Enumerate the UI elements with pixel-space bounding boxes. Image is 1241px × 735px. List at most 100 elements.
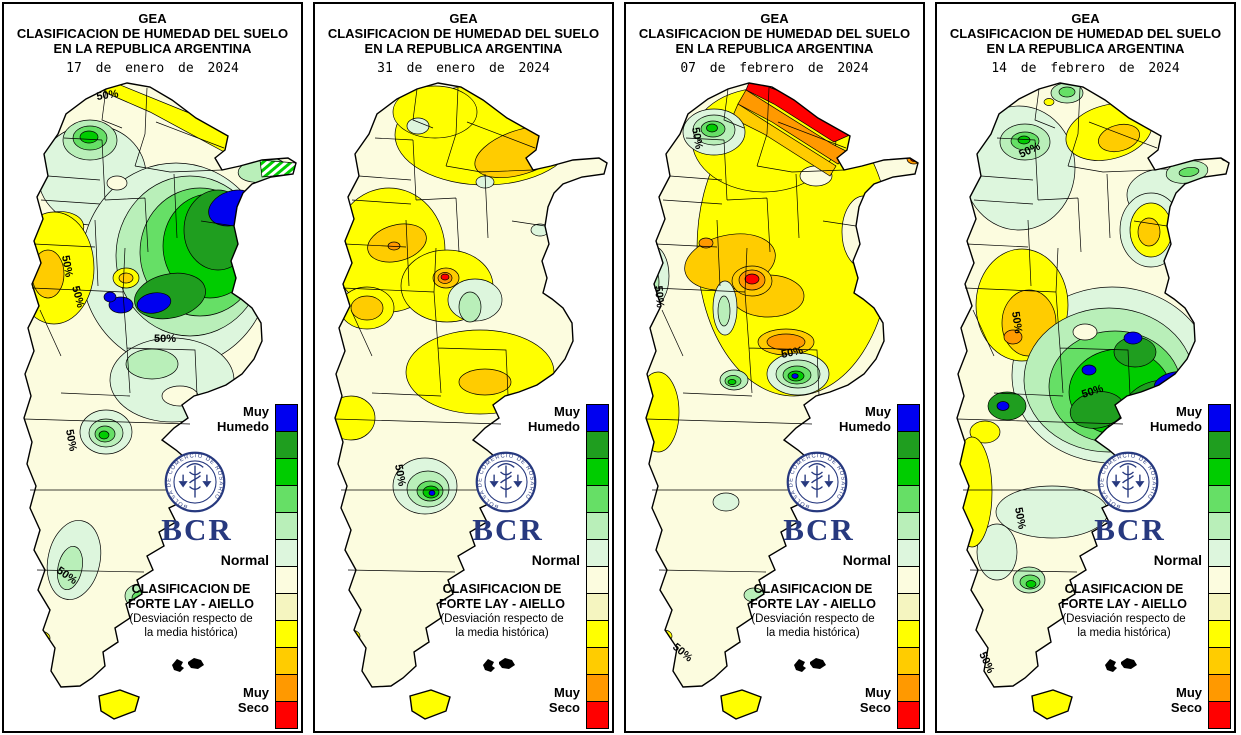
legend-swatch-0 <box>586 404 609 432</box>
title-line-2: EN LA REPUBLICA ARGENTINA <box>364 41 563 56</box>
legend-label-wet: Muy Humedo <box>1150 404 1202 434</box>
panel-title: GEA CLASIFICACION DE HUMEDAD DEL SUELO E… <box>626 4 923 76</box>
panel-title: GEA CLASIFICACION DE HUMEDAD DEL SUELO E… <box>937 4 1234 76</box>
title-line-2: EN LA REPUBLICA ARGENTINA <box>675 41 874 56</box>
legend-swatch-11 <box>897 701 920 729</box>
classification-note: CLASIFICACION DE FORTE LAY - AIELLO (Des… <box>439 582 565 639</box>
legend-swatch-9 <box>1208 647 1231 675</box>
bcr-acronym: BCR <box>472 512 544 547</box>
argentina-contour-map: 50% 50% 50% 50% 50% <box>956 82 1230 720</box>
classification-note: CLASIFICACION DE FORTE LAY - AIELLO (Des… <box>1061 582 1187 639</box>
legend-swatch-10 <box>586 674 609 702</box>
argentina-contour-map: 50% <box>334 82 608 720</box>
contour-label: 50% <box>1009 311 1024 335</box>
map-date: 14 de febrero de 2024 <box>991 61 1180 76</box>
legend-swatch-5 <box>1208 539 1231 567</box>
bcr-seal-logo <box>785 450 849 514</box>
legend-label-normal: Normal <box>1153 552 1202 568</box>
legend-swatch-4 <box>275 512 298 540</box>
legend-swatch-10 <box>897 674 920 702</box>
contour-label: 50% <box>59 254 75 278</box>
contour-label: 50% <box>154 333 176 345</box>
legend-swatch-1 <box>897 431 920 459</box>
panel-title: GEA CLASIFICACION DE HUMEDAD DEL SUELO E… <box>4 4 301 76</box>
legend-label-normal: Normal <box>220 552 269 568</box>
legend-label-normal: Normal <box>842 552 891 568</box>
contour-label: 50% <box>780 345 804 361</box>
argentina-contour-map: 50% 50% 50% 50% 50% 50% <box>23 82 297 720</box>
legend-swatch-7 <box>1208 593 1231 621</box>
legend-swatch-6 <box>586 566 609 594</box>
legend-swatch-1 <box>275 431 298 459</box>
bcr-acronym: BCR <box>783 512 855 547</box>
org-label: GEA <box>1071 11 1100 26</box>
bcr-seal-logo <box>1096 450 1160 514</box>
legend-label-dry: Muy Seco <box>1170 685 1202 715</box>
legend-swatch-6 <box>275 566 298 594</box>
bcr-acronym: BCR <box>161 512 233 547</box>
malvinas-islands-icon <box>790 654 834 674</box>
bcr-seal-logo <box>163 450 227 514</box>
panel-2024-01-31: GEA CLASIFICACION DE HUMEDAD DEL SUELO E… <box>313 2 614 733</box>
legend-swatch-10 <box>1208 674 1231 702</box>
legend-swatch-4 <box>897 512 920 540</box>
legend-swatch-9 <box>275 647 298 675</box>
legend-label-wet: Muy Humedo <box>217 404 269 434</box>
legend-label-dry: Muy Seco <box>859 685 891 715</box>
moisture-color-scale <box>275 404 298 729</box>
legend-swatch-11 <box>586 701 609 729</box>
legend-swatch-9 <box>586 647 609 675</box>
legend-swatch-0 <box>275 404 298 432</box>
title-line-2: EN LA REPUBLICA ARGENTINA <box>53 41 252 56</box>
legend-label-wet: Muy Humedo <box>839 404 891 434</box>
legend-swatch-0 <box>897 404 920 432</box>
legend-swatch-5 <box>897 539 920 567</box>
title-line-2: EN LA REPUBLICA ARGENTINA <box>986 41 1185 56</box>
legend-label-wet: Muy Humedo <box>528 404 580 434</box>
argentina-contour-map: 50% 50% 50% 50% <box>645 82 919 720</box>
legend-swatch-4 <box>586 512 609 540</box>
moisture-color-scale <box>586 404 609 729</box>
classification-note: CLASIFICACION DE FORTE LAY - AIELLO (Des… <box>128 582 254 639</box>
panel-2024-01-17: GEA CLASIFICACION DE HUMEDAD DEL SUELO E… <box>2 2 303 733</box>
panel-2024-02-14: GEA CLASIFICACION DE HUMEDAD DEL SUELO E… <box>935 2 1236 733</box>
legend-swatch-8 <box>275 620 298 648</box>
org-label: GEA <box>449 11 478 26</box>
title-line-1: CLASIFICACION DE HUMEDAD DEL SUELO <box>949 26 1222 41</box>
contour-label: 50% <box>96 88 120 103</box>
contour-label: 50% <box>1012 506 1028 530</box>
legend-swatch-3 <box>586 485 609 513</box>
contour-label: 50% <box>392 463 408 487</box>
title-line-1: CLASIFICACION DE HUMEDAD DEL SUELO <box>327 26 600 41</box>
legend-swatch-2 <box>586 458 609 486</box>
legend-swatch-11 <box>275 701 298 729</box>
legend-swatch-10 <box>275 674 298 702</box>
legend-swatch-2 <box>897 458 920 486</box>
legend-swatch-7 <box>275 593 298 621</box>
contour-label: 50% <box>689 126 705 150</box>
panel-title: GEA CLASIFICACION DE HUMEDAD DEL SUELO E… <box>315 4 612 76</box>
org-label: GEA <box>138 11 167 26</box>
legend-swatch-9 <box>897 647 920 675</box>
title-line-1: CLASIFICACION DE HUMEDAD DEL SUELO <box>16 26 289 41</box>
map-date: 31 de enero de 2024 <box>377 61 550 76</box>
legend-label-dry: Muy Seco <box>548 685 580 715</box>
legend-swatch-6 <box>1208 566 1231 594</box>
legend-swatch-8 <box>897 620 920 648</box>
legend-swatch-6 <box>897 566 920 594</box>
malvinas-islands-icon <box>1101 654 1145 674</box>
legend-swatch-7 <box>586 593 609 621</box>
legend-label-normal: Normal <box>531 552 580 568</box>
legend-swatch-0 <box>1208 404 1231 432</box>
moisture-color-scale <box>897 404 920 729</box>
legend-swatch-11 <box>1208 701 1231 729</box>
legend-swatch-2 <box>275 458 298 486</box>
legend-swatch-5 <box>275 539 298 567</box>
legend-swatch-3 <box>1208 485 1231 513</box>
panel-2024-02-07: GEA CLASIFICACION DE HUMEDAD DEL SUELO E… <box>624 2 925 733</box>
map-date: 07 de febrero de 2024 <box>680 61 869 76</box>
moisture-color-scale <box>1208 404 1231 729</box>
contour-label: 50% <box>69 285 86 310</box>
malvinas-islands-icon <box>479 654 523 674</box>
